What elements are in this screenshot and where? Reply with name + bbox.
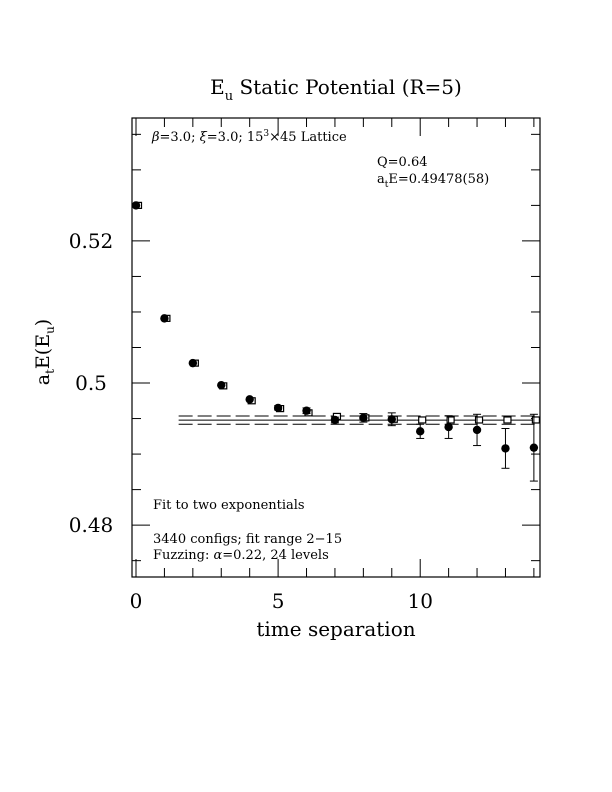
x-tick-label: 10 [407, 589, 432, 613]
data-point [359, 413, 368, 423]
fit-marker [418, 416, 427, 424]
data-point [416, 427, 425, 436]
data-point [273, 403, 283, 413]
data-point [444, 422, 453, 432]
data-point [245, 395, 254, 404]
fit-band [178, 415, 540, 425]
data-point [302, 406, 311, 415]
x-tick-labels: 0 5 10 [130, 589, 433, 613]
fit-marker [446, 416, 455, 424]
fit-q-label: Q=0.64 [377, 155, 428, 170]
title-main: E [210, 75, 225, 99]
x-tick-label: 5 [272, 589, 285, 613]
data-point [529, 443, 539, 452]
fit-markers [133, 201, 540, 424]
fit-marker [474, 416, 484, 424]
data-point [387, 415, 396, 424]
fit-marker [503, 416, 512, 424]
title-rest: Static Potential (R=5) [233, 75, 462, 99]
data-point [472, 425, 482, 435]
data-point [188, 358, 198, 368]
y-axis-label: atE(Eu) [32, 319, 57, 385]
alpha-symbol: α [213, 548, 222, 563]
data-point [131, 201, 141, 210]
beta-symbol: β [151, 130, 160, 145]
chart-title: Eu Static Potential (R=5) [210, 75, 462, 104]
x-axis-label: time separation [256, 617, 415, 641]
lattice-label: β=3.0; ξ=3.0; 153×45 Lattice [151, 129, 347, 145]
fit-marker [531, 416, 540, 424]
x-tick-label: 0 [130, 589, 143, 613]
y-tick-label: 0.52 [69, 229, 114, 253]
configs-label: 3440 configs; fit range 2−15 [153, 532, 342, 547]
data-points [131, 201, 539, 482]
fuzzing-label: Fuzzing: α=0.22, 24 levels [153, 548, 329, 563]
title-subscript: u [225, 89, 233, 104]
data-point [217, 380, 226, 390]
data-point [160, 314, 169, 323]
data-point [330, 415, 340, 425]
xi-symbol: ξ [200, 130, 208, 145]
fit-energy-label: atE=0.49478(58) [377, 172, 489, 190]
y-tick-labels: 0.48 0.5 0.52 [69, 229, 114, 537]
data-point [501, 444, 510, 453]
y-tick-label: 0.5 [75, 371, 107, 395]
y-tick-label: 0.48 [69, 513, 114, 537]
axis-ticks [132, 118, 540, 577]
fit-type-label: Fit to two exponentials [153, 498, 305, 513]
